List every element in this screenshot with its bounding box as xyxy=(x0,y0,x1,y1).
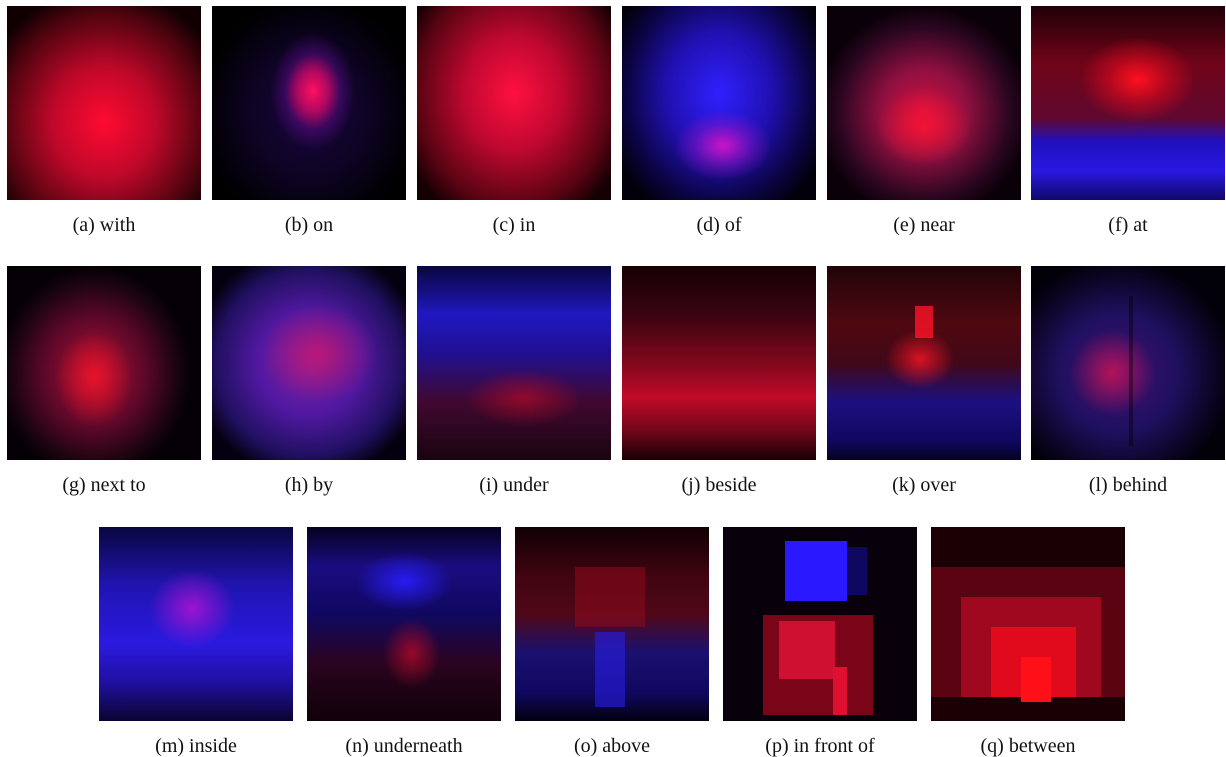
panel-caption: (q) between xyxy=(980,735,1076,757)
heatmap-image xyxy=(212,6,406,200)
figure-panel-between: (q) between xyxy=(931,527,1125,757)
heatmap-image xyxy=(417,266,611,460)
panel-caption: (e) near xyxy=(893,214,955,236)
heatmap-image xyxy=(622,6,816,200)
panel-caption: (l) behind xyxy=(1088,474,1168,496)
figure-panel-next-to: (g) next to xyxy=(7,266,201,496)
panel-caption: (m) inside xyxy=(155,735,237,757)
figure-panel-at: (f) at xyxy=(1031,6,1225,236)
figure-panel-with: (a) with xyxy=(7,6,201,236)
panel-caption: (a) with xyxy=(72,214,136,236)
panel-caption: (c) in xyxy=(492,214,536,236)
panel-caption: (p) in front of xyxy=(765,735,875,757)
heatmap-image xyxy=(1031,266,1225,460)
panel-caption: (h) by xyxy=(284,474,334,496)
heatmap-image xyxy=(827,266,1021,460)
panel-caption: (d) of xyxy=(696,214,742,236)
heatmap-image xyxy=(417,6,611,200)
figure-panel-near: (e) near xyxy=(827,6,1021,236)
heatmap-image xyxy=(307,527,501,721)
panel-caption: (i) under xyxy=(479,474,549,496)
heatmap-image xyxy=(827,6,1021,200)
panel-caption: (o) above xyxy=(573,735,651,757)
figure-panel-over: (k) over xyxy=(827,266,1021,496)
heatmap-image xyxy=(931,527,1125,721)
heatmap-image xyxy=(723,527,917,721)
figure-panel-under: (i) under xyxy=(417,266,611,496)
heatmap-image xyxy=(99,527,293,721)
figure-panel-behind: (l) behind xyxy=(1031,266,1225,496)
figure-panel-inside: (m) inside xyxy=(99,527,293,757)
figure-panel-by: (h) by xyxy=(212,266,406,496)
figure-panel-in: (c) in xyxy=(417,6,611,236)
heatmap-image xyxy=(1031,6,1225,200)
panel-caption: (j) beside xyxy=(681,474,757,496)
figure-panel-on: (b) on xyxy=(212,6,406,236)
heatmap-image xyxy=(622,266,816,460)
panel-caption: (b) on xyxy=(284,214,334,236)
panel-caption: (f) at xyxy=(1108,214,1148,236)
heatmap-image xyxy=(7,266,201,460)
figure-panel-of: (d) of xyxy=(622,6,816,236)
heatmap-image xyxy=(515,527,709,721)
panel-caption: (k) over xyxy=(892,474,956,496)
panel-caption: (g) next to xyxy=(62,474,146,496)
panel-caption: (n) underneath xyxy=(345,735,463,757)
figure-panel-underneath: (n) underneath xyxy=(307,527,501,757)
figure-panel-in-front-of: (p) in front of xyxy=(723,527,917,757)
heatmap-image xyxy=(7,6,201,200)
heatmap-image xyxy=(212,266,406,460)
figure-panel-above: (o) above xyxy=(515,527,709,757)
figure-panel-beside: (j) beside xyxy=(622,266,816,496)
